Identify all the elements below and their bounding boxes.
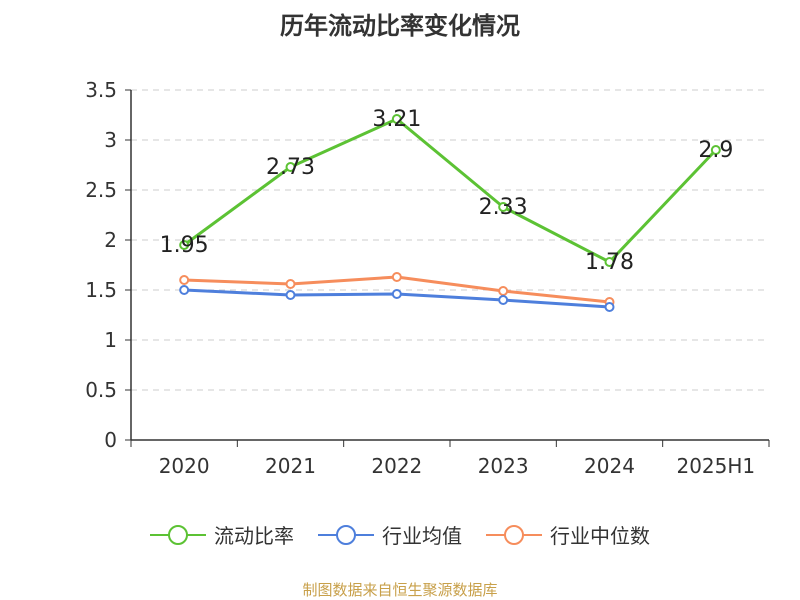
legend-label: 流动比率 — [214, 524, 294, 548]
data-point — [285, 162, 296, 172]
data-label: 3.21 — [372, 107, 421, 132]
x-tick-label: 2021 — [265, 454, 316, 478]
series-line — [183, 117, 717, 264]
x-tick-label: 2023 — [478, 454, 529, 478]
data-point — [498, 286, 509, 296]
legend-item-current-ratio[interactable]: 流动比率 — [150, 520, 294, 549]
source-note: 制图数据来自恒生聚源数据库 — [302, 581, 498, 599]
data-label: 1.95 — [160, 233, 209, 258]
legend: 流动比率 行业均值 行业中位数 — [0, 520, 800, 549]
data-label: 1.78 — [585, 250, 634, 275]
legend-label: 行业中位数 — [550, 524, 650, 548]
legend-line-icon — [486, 524, 542, 545]
legend-line-icon — [150, 524, 206, 545]
legend-line-icon — [318, 524, 374, 545]
data-point — [179, 285, 190, 295]
legend-item-industry-median[interactable]: 行业中位数 — [486, 520, 650, 549]
y-tick-label: 3.5 — [85, 78, 117, 102]
data-point — [710, 145, 721, 155]
data-point — [498, 295, 509, 305]
data-point — [604, 302, 615, 312]
data-point — [391, 114, 402, 124]
data-point — [498, 202, 509, 212]
y-tick-label: 0 — [104, 428, 117, 452]
data-point — [179, 240, 190, 250]
data-point — [391, 272, 402, 282]
x-tick-label: 2025H1 — [676, 454, 755, 478]
data-label: 2.73 — [266, 155, 315, 180]
y-tick-label: 3 — [104, 128, 117, 152]
data-point — [179, 275, 190, 285]
legend-label: 行业均值 — [382, 524, 462, 548]
data-point — [604, 257, 615, 267]
y-tick-label: 2 — [104, 228, 117, 252]
y-tick-label: 2.5 — [85, 178, 117, 202]
data-point — [391, 289, 402, 299]
data-label: 2.33 — [479, 195, 528, 220]
x-tick-label: 2022 — [371, 454, 422, 478]
y-tick-label: 0.5 — [85, 378, 117, 402]
y-tick-label: 1.5 — [85, 278, 117, 302]
chart-title: 历年流动比率变化情况 — [280, 12, 520, 40]
x-tick-label: 2024 — [584, 454, 635, 478]
y-tick-label: 1 — [104, 328, 117, 352]
legend-item-industry-mean[interactable]: 行业均值 — [318, 520, 462, 549]
data-point — [285, 279, 296, 289]
data-label: 2.9 — [698, 138, 733, 163]
x-tick-label: 2020 — [159, 454, 210, 478]
data-point — [285, 290, 296, 300]
